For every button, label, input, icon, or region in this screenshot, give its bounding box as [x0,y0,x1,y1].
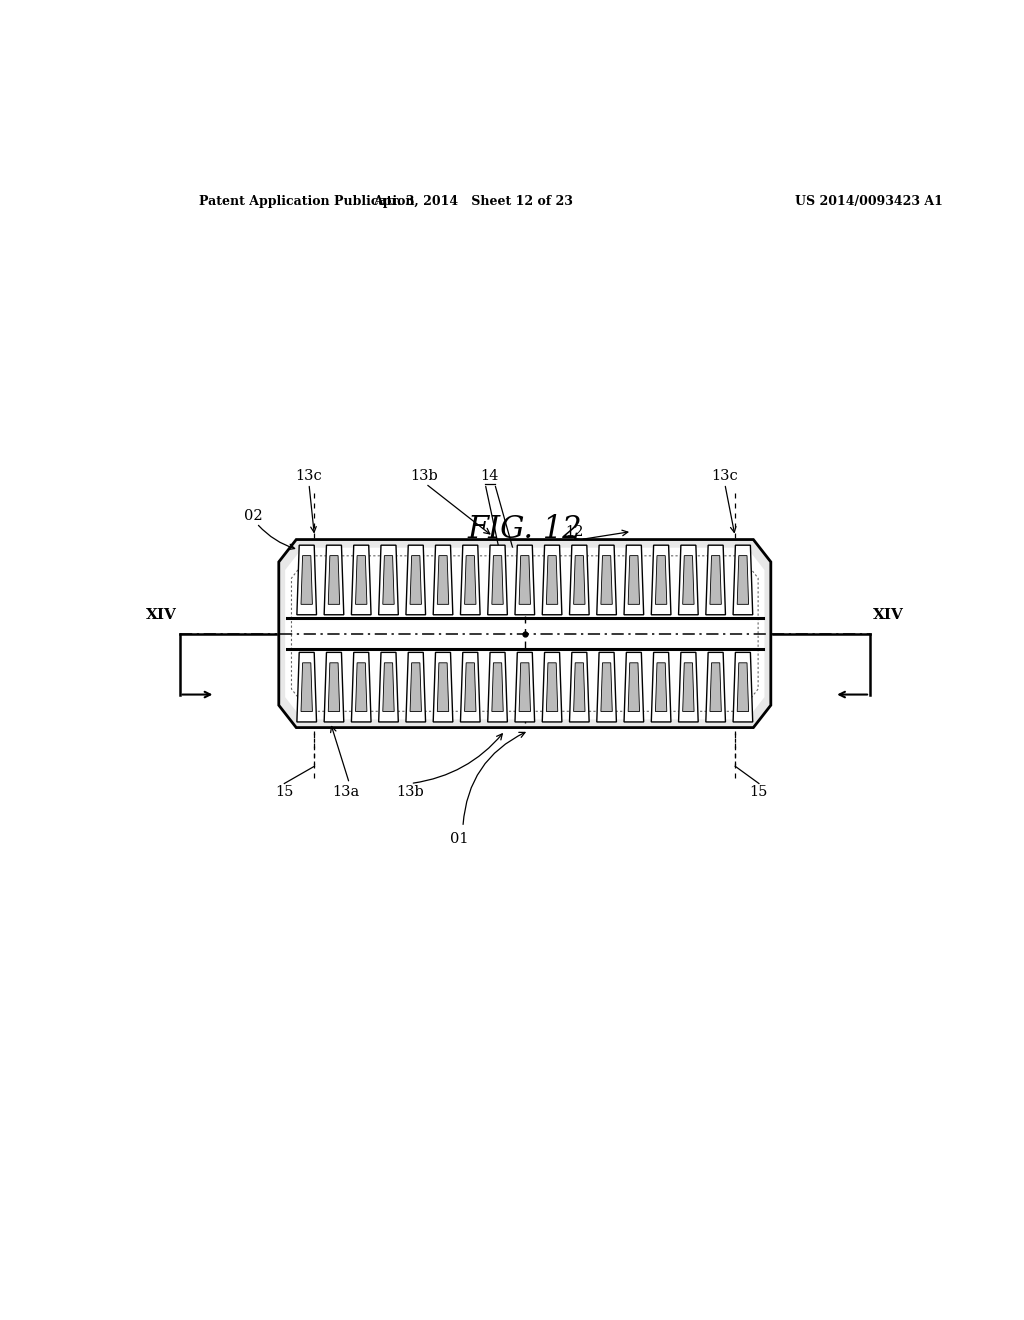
Polygon shape [519,663,530,711]
Text: 02: 02 [244,510,263,523]
Text: Patent Application Publication: Patent Application Publication [200,194,415,207]
Polygon shape [329,663,340,711]
Text: 13b: 13b [396,784,424,799]
Polygon shape [737,556,749,605]
Polygon shape [597,652,616,722]
Polygon shape [655,556,667,605]
Text: C: C [537,645,548,659]
Polygon shape [733,652,753,722]
Polygon shape [547,663,558,711]
Polygon shape [569,545,589,615]
Polygon shape [651,652,671,722]
Polygon shape [325,652,344,722]
Polygon shape [628,663,640,711]
Polygon shape [351,545,371,615]
Text: 13c: 13c [712,469,738,483]
Polygon shape [543,652,562,722]
Polygon shape [492,663,503,711]
Polygon shape [519,556,530,605]
Polygon shape [461,652,480,722]
Polygon shape [437,556,449,605]
Polygon shape [624,652,644,722]
Text: 13c: 13c [296,469,323,483]
Polygon shape [379,545,398,615]
Polygon shape [406,652,426,722]
Polygon shape [437,663,449,711]
Polygon shape [325,545,344,615]
Polygon shape [433,652,453,722]
Polygon shape [628,556,640,605]
Polygon shape [301,663,312,711]
Text: XIV: XIV [145,609,177,622]
Polygon shape [515,652,535,722]
Polygon shape [569,652,589,722]
Polygon shape [492,556,503,605]
Polygon shape [710,556,721,605]
Polygon shape [461,545,480,615]
Text: 15: 15 [275,784,294,799]
Polygon shape [383,663,394,711]
Polygon shape [355,556,367,605]
Polygon shape [624,545,644,615]
Polygon shape [406,545,426,615]
Text: XIV: XIV [872,609,904,622]
Polygon shape [679,545,698,615]
Polygon shape [351,652,371,722]
Polygon shape [651,545,671,615]
Text: 14: 14 [480,469,499,483]
Text: 15: 15 [750,784,768,799]
Polygon shape [279,540,771,727]
Polygon shape [487,545,507,615]
Polygon shape [733,545,753,615]
Polygon shape [465,663,476,711]
Polygon shape [573,556,585,605]
Polygon shape [433,545,453,615]
Text: US 2014/0093423 A1: US 2014/0093423 A1 [795,194,942,207]
Polygon shape [573,663,585,711]
Polygon shape [329,556,340,605]
Polygon shape [679,652,698,722]
Polygon shape [355,663,367,711]
Polygon shape [379,652,398,722]
Polygon shape [297,652,316,722]
Polygon shape [301,556,312,605]
Polygon shape [547,556,558,605]
Polygon shape [515,545,535,615]
Text: 13a: 13a [333,784,359,799]
Polygon shape [543,545,562,615]
Polygon shape [285,548,765,719]
Polygon shape [410,556,422,605]
Polygon shape [710,663,721,711]
Polygon shape [683,556,694,605]
Polygon shape [410,663,422,711]
Polygon shape [706,652,725,722]
Polygon shape [655,663,667,711]
Polygon shape [383,556,394,605]
Polygon shape [683,663,694,711]
Polygon shape [737,663,749,711]
Text: Apr. 3, 2014   Sheet 12 of 23: Apr. 3, 2014 Sheet 12 of 23 [374,194,573,207]
Polygon shape [297,545,316,615]
Text: 01: 01 [451,833,469,846]
Text: 13b: 13b [411,469,438,483]
Polygon shape [465,556,476,605]
Polygon shape [597,545,616,615]
Polygon shape [487,652,507,722]
Text: 12: 12 [565,525,584,540]
Text: FIG. 12: FIG. 12 [468,513,582,545]
Polygon shape [601,663,612,711]
Polygon shape [601,556,612,605]
Polygon shape [706,545,725,615]
